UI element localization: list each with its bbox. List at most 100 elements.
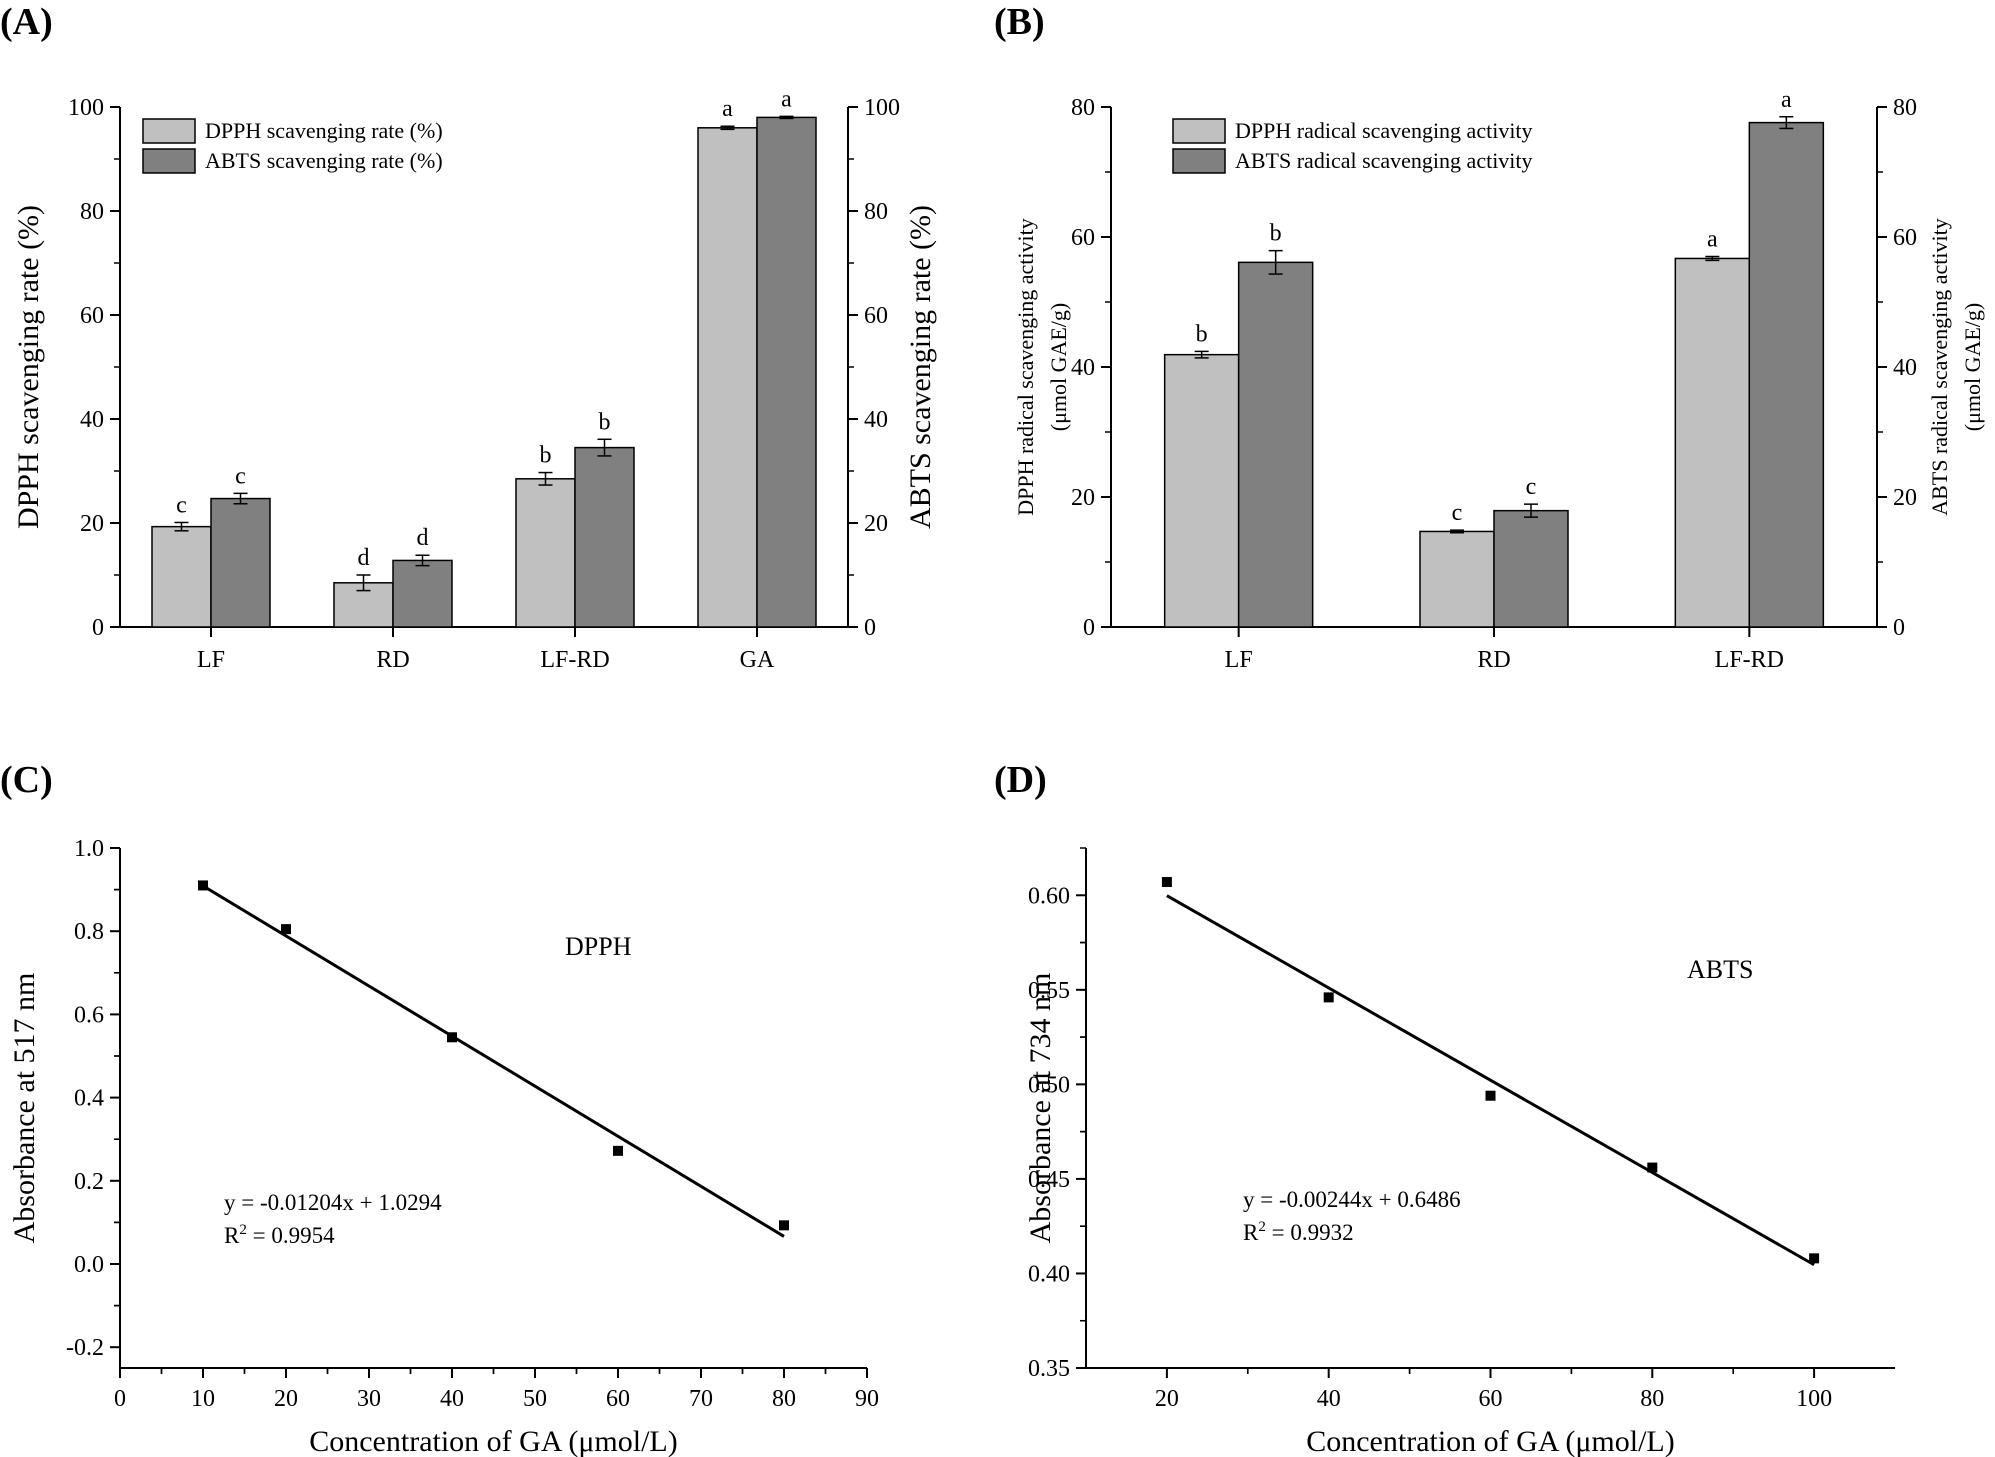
y-tick-label-D: 0.35 bbox=[1028, 1356, 1070, 1382]
y-tick-label-D: 0.40 bbox=[1028, 1261, 1070, 1287]
x-tick-label-A: GA bbox=[740, 647, 775, 673]
x-axis-title-C: Concentration of GA (μmol/L) bbox=[309, 1425, 678, 1457]
y-tick-label-right-A: 60 bbox=[864, 303, 888, 329]
r-squared-D: R2 = 0.9932 bbox=[1243, 1219, 1354, 1245]
y-tick-label-right-A: 0 bbox=[864, 615, 876, 641]
y-tick-label-right-B: 60 bbox=[1893, 225, 1917, 251]
y-tick-label-right-A: 80 bbox=[864, 199, 888, 225]
y-axis-title-left-B: DPPH radical scavenging activity bbox=[1013, 218, 1038, 516]
bar-dpph-LF-B bbox=[1163, 353, 1240, 628]
y-tick-label-D: 0.50 bbox=[1028, 1072, 1070, 1098]
y-axis-title-left-B: (μmol GAE/g) bbox=[1046, 303, 1071, 432]
significance-letter-B: b bbox=[1270, 221, 1282, 247]
y-tick-label-left-B: 60 bbox=[1071, 225, 1095, 251]
significance-letter-A: d bbox=[417, 525, 429, 551]
legend-swatch-abts-B bbox=[1172, 148, 1226, 174]
significance-letter-A: d bbox=[358, 545, 370, 571]
bar-abts-RD-B bbox=[1493, 509, 1569, 628]
bar-abts-RD-A bbox=[392, 559, 453, 628]
panel-label-C: (C) bbox=[0, 759, 53, 801]
x-tick-label-C: 80 bbox=[772, 1386, 796, 1412]
y-tick-label-C: 0.0 bbox=[74, 1252, 104, 1278]
significance-letter-B: a bbox=[1707, 227, 1718, 253]
y-tick-label-D: 0.55 bbox=[1028, 978, 1070, 1004]
data-point-C bbox=[779, 1220, 789, 1231]
y-tick-label-left-B: 40 bbox=[1071, 355, 1095, 381]
significance-letter-A: c bbox=[235, 463, 246, 489]
bar-dpph-RD-B bbox=[1419, 530, 1495, 628]
y-tick-label-C: 0.2 bbox=[74, 1169, 104, 1195]
fit-line-D bbox=[1166, 894, 1815, 1267]
x-tick-label-C: 70 bbox=[689, 1386, 713, 1412]
panel-label-A: (A) bbox=[0, 1, 53, 43]
y-tick-label-C: 0.4 bbox=[74, 1086, 104, 1112]
y-tick-label-left-A: 20 bbox=[80, 511, 104, 537]
x-tick-label-C: 0 bbox=[114, 1386, 126, 1412]
data-point-C bbox=[447, 1032, 457, 1043]
legend-swatch-abts-A bbox=[142, 148, 196, 174]
data-point-D bbox=[1485, 1090, 1496, 1101]
y-axis-title-right-B: (μmol GAE/g) bbox=[1960, 303, 1985, 432]
x-tick-label-C: 10 bbox=[191, 1386, 215, 1412]
legend-label-dpph-A: DPPH scavenging rate (%) bbox=[205, 118, 443, 143]
x-tick-label-C: 20 bbox=[274, 1386, 298, 1412]
significance-letter-A: b bbox=[599, 409, 611, 435]
x-tick-label-D: 100 bbox=[1796, 1386, 1832, 1412]
significance-letter-A: b bbox=[540, 443, 552, 469]
y-tick-label-C: 1.0 bbox=[74, 836, 104, 862]
x-tick-label-D: 20 bbox=[1155, 1386, 1179, 1412]
legend-label-dpph-B: DPPH radical scavenging activity bbox=[1235, 118, 1533, 143]
panel-label-B: (B) bbox=[994, 1, 1045, 43]
legend-swatch-dpph-A bbox=[142, 118, 196, 144]
y-tick-label-right-B: 0 bbox=[1893, 615, 1905, 641]
significance-letter-B: b bbox=[1196, 321, 1208, 347]
data-point-C bbox=[613, 1145, 623, 1156]
data-point-D bbox=[1809, 1253, 1820, 1264]
y-tick-label-left-B: 80 bbox=[1071, 95, 1095, 121]
bar-dpph-LF-A bbox=[151, 525, 212, 628]
y-tick-label-left-A: 40 bbox=[80, 407, 104, 433]
legend-label-abts-B: ABTS radical scavenging activity bbox=[1235, 148, 1533, 173]
y-tick-label-D: 0.45 bbox=[1028, 1167, 1070, 1193]
series-label-D: ABTS bbox=[1687, 955, 1753, 984]
x-tick-label-C: 50 bbox=[523, 1386, 547, 1412]
significance-letter-A: c bbox=[176, 492, 187, 518]
data-point-C bbox=[198, 880, 208, 891]
x-axis-title-D: Concentration of GA (μmol/L) bbox=[1306, 1425, 1675, 1457]
bar-dpph-GA-A bbox=[697, 127, 758, 628]
data-point-D bbox=[1323, 992, 1334, 1003]
x-tick-label-D: 80 bbox=[1640, 1386, 1664, 1412]
x-tick-label-B: LF-RD bbox=[1715, 647, 1784, 673]
x-tick-label-C: 40 bbox=[440, 1386, 464, 1412]
series-label-C: DPPH bbox=[565, 932, 632, 961]
data-point-D bbox=[1647, 1162, 1658, 1173]
bar-abts-LF-A bbox=[210, 497, 271, 628]
y-axis-title-right-B: ABTS radical scavenging activity bbox=[1927, 218, 1952, 516]
y-axis-title-left-A: DPPH scavenging rate (%) bbox=[12, 205, 45, 529]
y-tick-label-C: 0.6 bbox=[74, 1002, 104, 1028]
y-tick-label-right-A: 100 bbox=[864, 95, 900, 121]
bar-abts-GA-A bbox=[756, 116, 817, 628]
bar-abts-LF-B bbox=[1237, 261, 1314, 628]
y-axis-title-right-A: ABTS scavenging rate (%) bbox=[904, 205, 937, 529]
y-axis-title-C: Absorbance at 517 nm bbox=[8, 973, 41, 1244]
x-tick-label-A: LF bbox=[197, 647, 225, 673]
x-tick-label-D: 60 bbox=[1479, 1386, 1503, 1412]
y-tick-label-left-B: 20 bbox=[1071, 485, 1095, 511]
y-tick-label-left-A: 100 bbox=[68, 95, 104, 121]
equation-C: y = -0.01204x + 1.0294 bbox=[224, 1190, 442, 1215]
significance-letter-A: a bbox=[781, 86, 792, 112]
x-tick-label-C: 90 bbox=[855, 1386, 879, 1412]
equation-D: y = -0.00244x + 0.6486 bbox=[1243, 1187, 1461, 1212]
x-tick-label-B: RD bbox=[1477, 647, 1510, 673]
data-point-C bbox=[281, 924, 291, 935]
bar-dpph-LF-RD-A bbox=[515, 478, 576, 628]
y-tick-label-D: 0.60 bbox=[1028, 883, 1070, 909]
bar-abts-LF-RD-B bbox=[1748, 121, 1825, 628]
y-tick-label-left-A: 80 bbox=[80, 199, 104, 225]
y-tick-label-right-B: 40 bbox=[1893, 355, 1917, 381]
x-tick-label-D: 40 bbox=[1317, 1386, 1341, 1412]
x-tick-label-C: 30 bbox=[357, 1386, 381, 1412]
y-tick-label-right-A: 20 bbox=[864, 511, 888, 537]
